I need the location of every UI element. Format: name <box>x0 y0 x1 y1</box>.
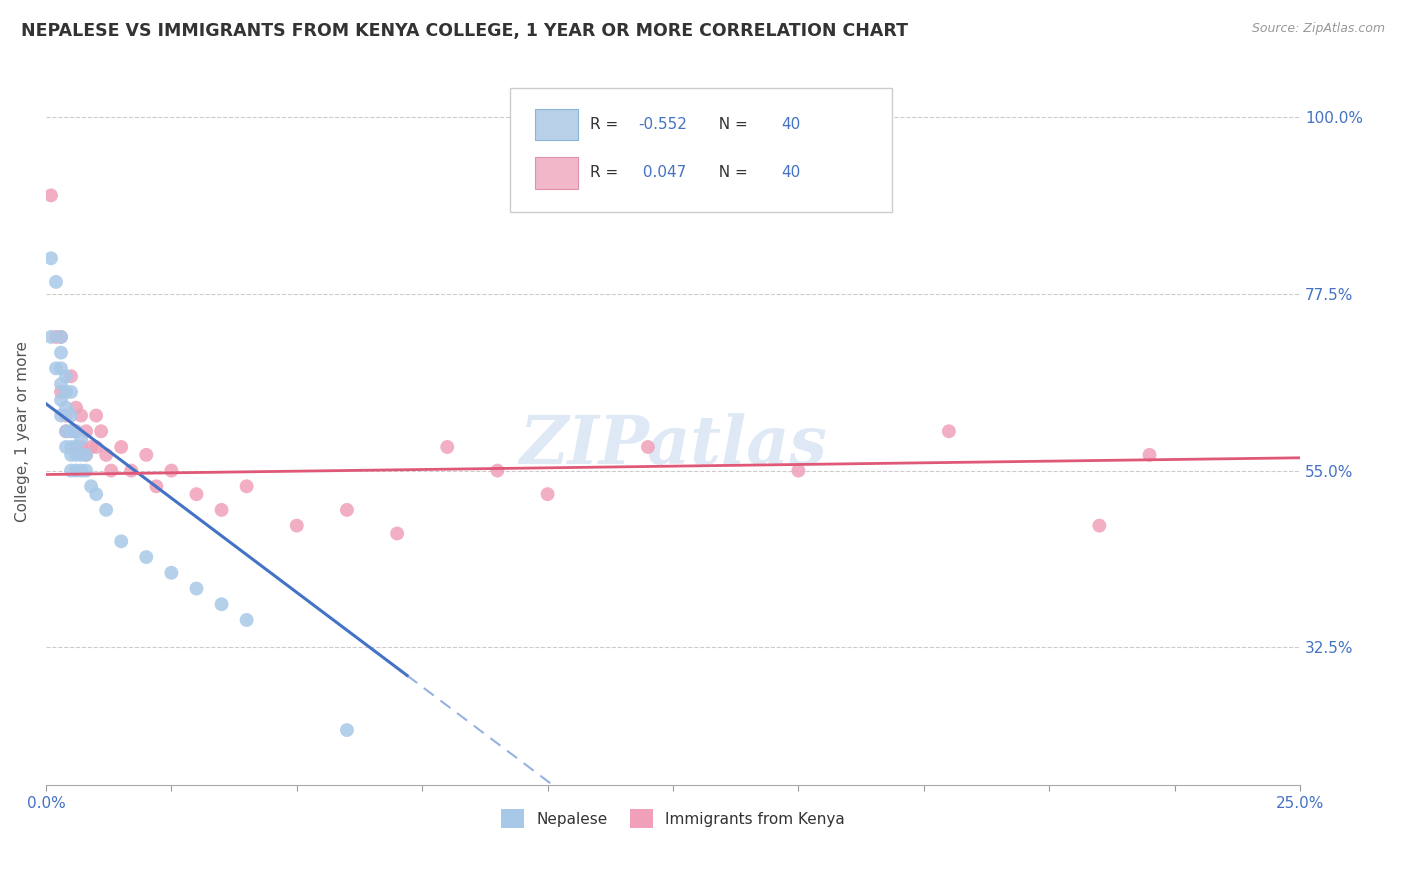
Point <box>90 424 112 438</box>
Point <box>135 448 157 462</box>
Point <box>100 464 122 478</box>
Point <box>45 275 67 289</box>
Text: N =: N = <box>710 166 754 180</box>
Point <box>211 597 233 611</box>
Point <box>75 448 97 462</box>
Point <box>49 377 72 392</box>
FancyBboxPatch shape <box>536 110 578 140</box>
Point <box>536 487 558 501</box>
Text: R =: R = <box>591 118 623 132</box>
Text: 40: 40 <box>780 118 800 132</box>
Point <box>1139 448 1161 462</box>
Point <box>70 464 93 478</box>
Point <box>96 448 118 462</box>
Point <box>65 424 87 438</box>
Point <box>436 440 458 454</box>
Text: NEPALESE VS IMMIGRANTS FROM KENYA COLLEGE, 1 YEAR OR MORE CORRELATION CHART: NEPALESE VS IMMIGRANTS FROM KENYA COLLEG… <box>21 22 908 40</box>
Point <box>60 424 83 438</box>
Point <box>49 345 72 359</box>
Text: Source: ZipAtlas.com: Source: ZipAtlas.com <box>1251 22 1385 36</box>
Point <box>336 723 359 737</box>
Point <box>55 424 77 438</box>
Point <box>70 432 93 446</box>
Point <box>385 526 408 541</box>
Point <box>135 550 157 565</box>
Point <box>70 440 93 454</box>
Point <box>84 487 107 501</box>
Point <box>486 464 509 478</box>
Point <box>70 409 93 423</box>
Point <box>49 361 72 376</box>
Point <box>65 440 87 454</box>
Point <box>65 448 87 462</box>
Point <box>39 188 62 202</box>
Point <box>65 401 87 415</box>
Point <box>1088 518 1111 533</box>
Point <box>787 464 810 478</box>
Point <box>65 440 87 454</box>
Point <box>39 330 62 344</box>
Point <box>160 566 183 580</box>
Point <box>96 503 118 517</box>
Point <box>186 487 208 501</box>
Text: -0.552: -0.552 <box>638 118 686 132</box>
Point <box>60 409 83 423</box>
Legend: Nepalese, Immigrants from Kenya: Nepalese, Immigrants from Kenya <box>495 803 851 834</box>
Point <box>60 448 83 462</box>
Point <box>55 424 77 438</box>
Point <box>39 252 62 266</box>
Text: 0.047: 0.047 <box>638 166 686 180</box>
Point <box>55 401 77 415</box>
Point <box>49 409 72 423</box>
Point <box>65 424 87 438</box>
FancyBboxPatch shape <box>536 157 578 188</box>
Point <box>49 330 72 344</box>
Point <box>55 384 77 399</box>
Point <box>60 369 83 384</box>
Point <box>75 424 97 438</box>
Point <box>75 448 97 462</box>
Point <box>75 464 97 478</box>
Point <box>637 440 659 454</box>
Point <box>70 448 93 462</box>
Point <box>211 503 233 517</box>
Point <box>84 409 107 423</box>
Point <box>938 424 960 438</box>
Text: N =: N = <box>710 118 754 132</box>
Point <box>45 361 67 376</box>
Text: 40: 40 <box>780 166 800 180</box>
Point <box>60 424 83 438</box>
Point <box>110 440 132 454</box>
Point <box>120 464 142 478</box>
Point <box>235 613 257 627</box>
Point <box>49 392 72 407</box>
Point <box>186 582 208 596</box>
FancyBboxPatch shape <box>510 88 893 212</box>
Point <box>336 503 359 517</box>
Point <box>160 464 183 478</box>
Point <box>80 440 103 454</box>
Point <box>110 534 132 549</box>
Point <box>60 464 83 478</box>
Point <box>60 440 83 454</box>
Point <box>235 479 257 493</box>
Point <box>45 330 67 344</box>
Point <box>145 479 167 493</box>
Point <box>55 409 77 423</box>
Point <box>65 464 87 478</box>
Point <box>60 384 83 399</box>
Point <box>55 369 77 384</box>
Point <box>84 440 107 454</box>
Point <box>49 384 72 399</box>
Text: ZIPatlas: ZIPatlas <box>519 413 827 478</box>
Y-axis label: College, 1 year or more: College, 1 year or more <box>15 341 30 522</box>
Text: R =: R = <box>591 166 623 180</box>
Point <box>285 518 308 533</box>
Point <box>80 479 103 493</box>
Point <box>55 440 77 454</box>
Point <box>49 330 72 344</box>
